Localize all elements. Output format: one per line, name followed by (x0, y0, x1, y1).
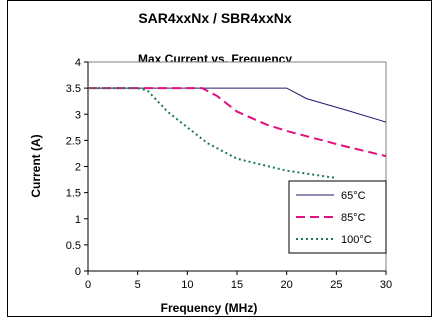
legend: 65°C 85°C 100°C (288, 180, 387, 254)
x-axis-label: Frequency (MHz) (161, 301, 258, 315)
chart-title: SAR4xxNx / SBR4xxNx (138, 10, 292, 26)
y-tick-label: 0.5 (66, 240, 81, 252)
y-tick-label: 2.5 (66, 135, 81, 147)
y-tick-label: 3.5 (66, 83, 81, 95)
y-axis-label: Current (A) (29, 134, 43, 197)
legend-label-1: 65°C (341, 190, 366, 202)
chart: SAR4xxNx / SBR4xxNx Max Current vs. Freq… (29, 10, 392, 315)
legend-label-2: 85°C (341, 212, 366, 224)
x-tick-label: 30 (380, 279, 392, 291)
y-tick-label: 4 (75, 57, 81, 69)
legend-label-3: 100°C (341, 234, 372, 246)
x-tick-label: 0 (85, 279, 91, 291)
x-tick-label: 15 (231, 279, 243, 291)
y-tick-label: 1 (75, 214, 81, 226)
x-tick-label: 5 (135, 279, 141, 291)
series-line-2 (88, 87, 387, 158)
x-tick-label: 10 (181, 279, 193, 291)
x-tick-label: 20 (281, 279, 293, 291)
x-tick-label: 25 (330, 279, 342, 291)
y-tick-label: 3 (75, 109, 81, 121)
y-tick-label: 2 (75, 162, 81, 174)
plot-area: 0 0.5 1 1.5 2 2.5 3 3.5 4 0 5 10 15 20 25 30 (66, 57, 392, 291)
chart-frame: SAR4xxNx / SBR4xxNx Max Current vs. Freq… (7, 0, 432, 317)
y-tick-label: 1.5 (66, 188, 81, 200)
legend-box (288, 180, 387, 254)
y-tick-label: 0 (75, 266, 81, 278)
